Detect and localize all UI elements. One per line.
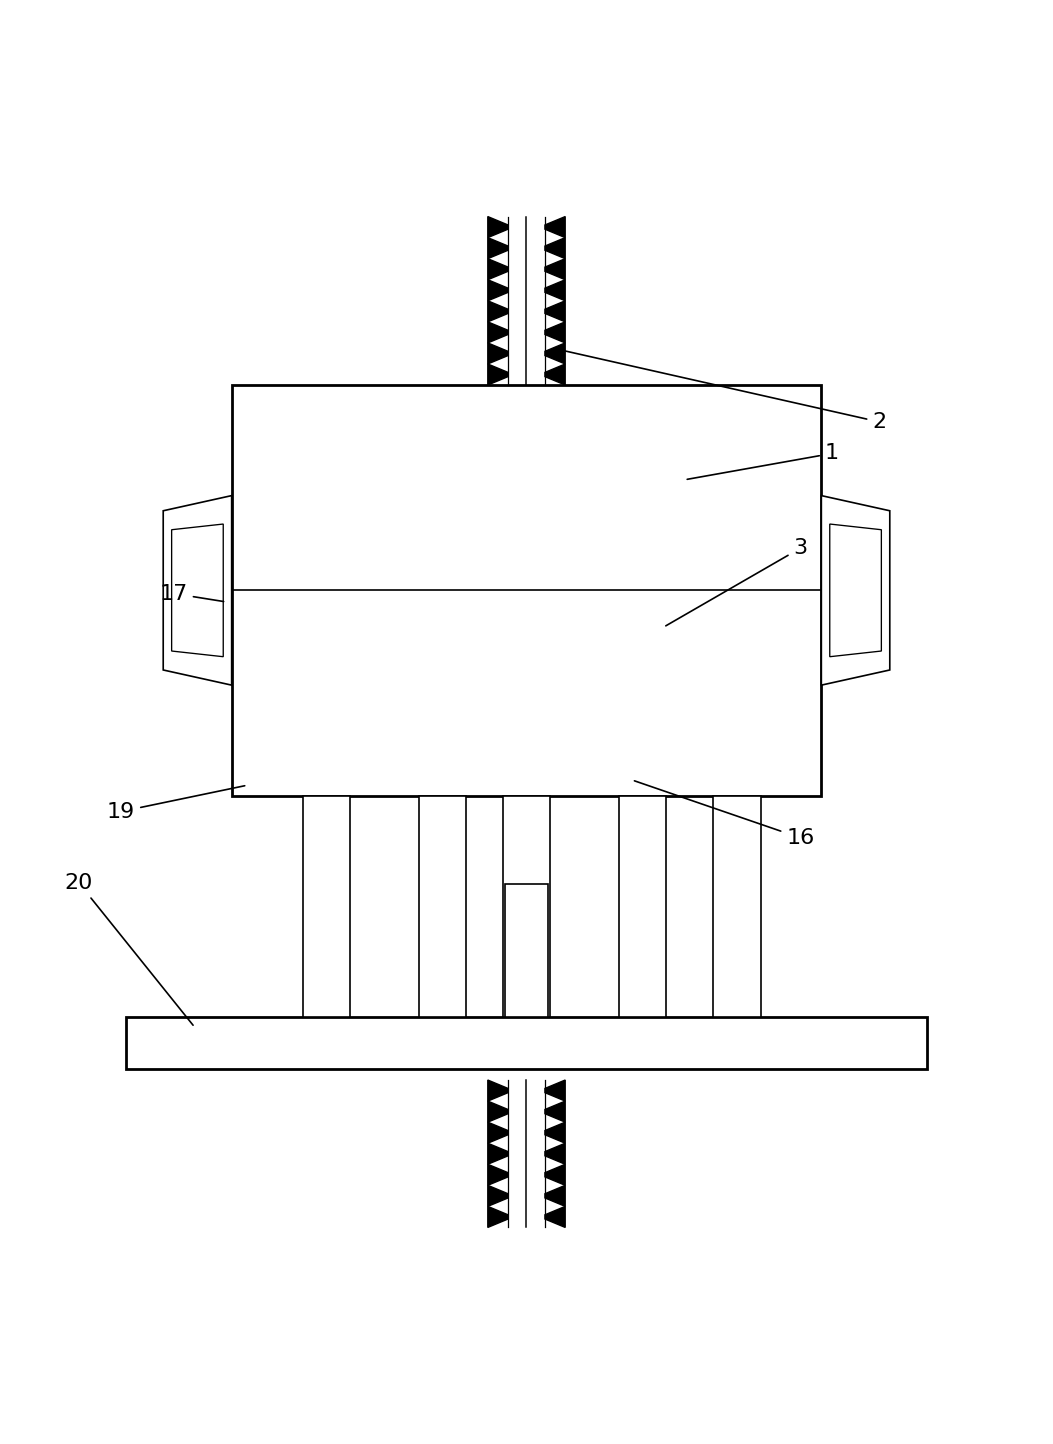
Polygon shape <box>545 364 565 386</box>
Polygon shape <box>545 1144 565 1164</box>
Polygon shape <box>488 1122 508 1144</box>
Polygon shape <box>545 322 565 342</box>
Bar <box>302 796 350 1017</box>
Polygon shape <box>488 258 508 280</box>
Polygon shape <box>545 300 565 322</box>
Text: 20: 20 <box>65 874 193 1025</box>
Polygon shape <box>163 495 232 684</box>
Text: 1: 1 <box>688 443 839 479</box>
Polygon shape <box>545 1080 565 1102</box>
Polygon shape <box>488 280 508 300</box>
Bar <box>126 1017 927 1070</box>
Text: 2: 2 <box>556 349 887 432</box>
Polygon shape <box>545 1102 565 1122</box>
Bar <box>618 796 665 1017</box>
Polygon shape <box>545 217 565 238</box>
Polygon shape <box>545 1164 565 1186</box>
Polygon shape <box>488 342 508 364</box>
Text: 3: 3 <box>665 539 808 625</box>
Polygon shape <box>488 1102 508 1122</box>
Text: 16: 16 <box>634 781 814 848</box>
Polygon shape <box>488 1080 508 1102</box>
Polygon shape <box>488 1186 508 1206</box>
Polygon shape <box>545 280 565 300</box>
Polygon shape <box>488 364 508 386</box>
Text: 19: 19 <box>107 786 244 822</box>
Polygon shape <box>545 1122 565 1144</box>
Polygon shape <box>232 386 821 796</box>
Polygon shape <box>545 238 565 258</box>
Text: 17: 17 <box>160 583 223 604</box>
Bar <box>502 796 550 1017</box>
Polygon shape <box>545 1206 565 1227</box>
Polygon shape <box>488 300 508 322</box>
Polygon shape <box>488 238 508 258</box>
Bar <box>505 884 548 1017</box>
Polygon shape <box>821 495 890 684</box>
Polygon shape <box>488 217 508 238</box>
Bar <box>418 796 465 1017</box>
Polygon shape <box>488 1206 508 1227</box>
Polygon shape <box>545 342 565 364</box>
Polygon shape <box>545 1186 565 1206</box>
Polygon shape <box>488 322 508 342</box>
Polygon shape <box>488 1164 508 1186</box>
Polygon shape <box>488 1144 508 1164</box>
Polygon shape <box>545 258 565 280</box>
Bar <box>713 796 760 1017</box>
